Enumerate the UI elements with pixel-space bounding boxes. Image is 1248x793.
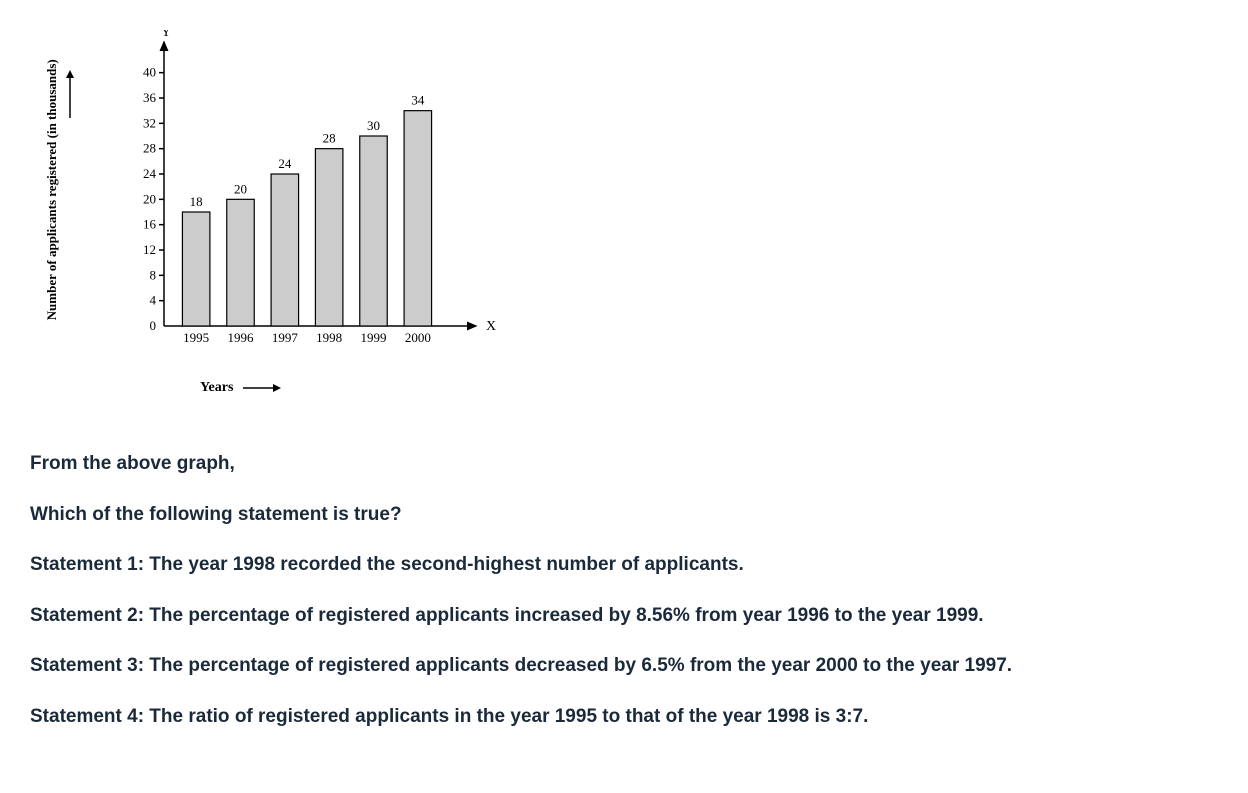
- svg-text:18: 18: [190, 194, 203, 209]
- statement-1: Statement 1: The year 1998 recorded the …: [30, 551, 1218, 580]
- svg-text:1996: 1996: [228, 330, 255, 345]
- bar-chart: Number of applicants registered (in thou…: [50, 30, 530, 390]
- chart-plot-area: Y X 0 4 8 12 16 20 24 28 32 36 40 18 1995 20 1996 24 1997 2…: [130, 30, 510, 360]
- x-axis-arrow-icon: [243, 383, 281, 393]
- statement-4: Statement 4: The ratio of registered app…: [30, 703, 1218, 732]
- svg-text:4: 4: [150, 293, 157, 308]
- svg-text:32: 32: [143, 115, 156, 130]
- x-axis-title-text: Years: [200, 380, 233, 395]
- svg-text:8: 8: [150, 267, 157, 282]
- svg-text:20: 20: [234, 181, 247, 196]
- svg-text:2000: 2000: [405, 330, 431, 345]
- svg-text:20: 20: [143, 191, 156, 206]
- y-axis-arrow-icon: [64, 70, 76, 120]
- svg-text:24: 24: [278, 156, 292, 171]
- svg-text:1998: 1998: [316, 330, 342, 345]
- svg-text:28: 28: [323, 131, 336, 146]
- svg-text:X: X: [486, 319, 496, 334]
- svg-text:1997: 1997: [272, 330, 299, 345]
- svg-text:16: 16: [143, 217, 157, 232]
- svg-text:40: 40: [143, 65, 156, 80]
- svg-text:0: 0: [150, 318, 157, 333]
- svg-text:28: 28: [143, 141, 156, 156]
- page: Number of applicants registered (in thou…: [0, 0, 1248, 793]
- svg-text:24: 24: [143, 166, 157, 181]
- question-block: From the above graph, Which of the follo…: [30, 450, 1218, 731]
- bar: [271, 174, 298, 326]
- bar: [227, 199, 254, 326]
- y-axis-label-text: Number of applicants registered (in thou…: [44, 59, 60, 320]
- question-intro: From the above graph,: [30, 450, 1218, 479]
- bar: [404, 111, 431, 326]
- chart-svg: Y X 0 4 8 12 16 20 24 28 32 36 40 18 1995 20 1996 24 1997 2…: [130, 30, 510, 360]
- statement-3: Statement 3: The percentage of registere…: [30, 652, 1218, 681]
- y-axis-label: Number of applicants registered (in thou…: [42, 90, 62, 290]
- svg-text:1999: 1999: [361, 330, 387, 345]
- statement-2: Statement 2: The percentage of registere…: [30, 602, 1218, 631]
- svg-text:Y: Y: [161, 30, 171, 40]
- svg-text:30: 30: [367, 118, 380, 133]
- question-prompt: Which of the following statement is true…: [30, 501, 1218, 530]
- bar: [315, 149, 342, 326]
- svg-text:12: 12: [143, 242, 156, 257]
- svg-text:34: 34: [411, 93, 425, 108]
- svg-text:1995: 1995: [183, 330, 209, 345]
- bar: [360, 136, 387, 326]
- bar: [182, 212, 209, 326]
- x-axis-title: Years: [200, 380, 281, 396]
- svg-text:36: 36: [143, 90, 157, 105]
